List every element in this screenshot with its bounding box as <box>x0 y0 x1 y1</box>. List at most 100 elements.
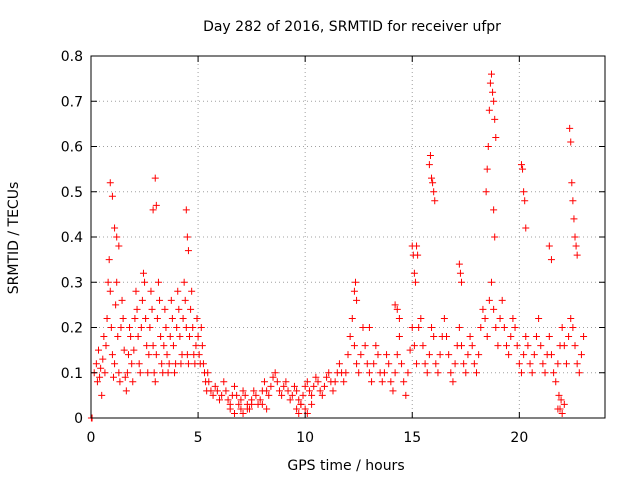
x-tick-label: 20 <box>510 430 528 446</box>
data-point <box>372 342 380 350</box>
data-point <box>98 391 106 399</box>
data-point <box>492 324 500 331</box>
data-point <box>487 70 495 78</box>
data-point <box>511 324 519 331</box>
data-point <box>308 400 316 408</box>
data-point <box>331 378 339 386</box>
data-point <box>411 278 419 286</box>
data-point <box>314 378 322 386</box>
data-point <box>431 197 439 205</box>
data-point <box>445 351 453 359</box>
data-point <box>162 324 170 331</box>
data-point <box>184 247 192 255</box>
data-point <box>112 301 120 309</box>
data-point <box>552 378 560 386</box>
data-point <box>494 342 502 350</box>
y-tick-label: 0.3 <box>61 275 83 291</box>
data-point <box>188 287 196 295</box>
data-point <box>275 387 283 395</box>
data-point <box>479 305 487 313</box>
data-point <box>138 296 146 304</box>
data-point <box>171 369 179 377</box>
data-point <box>301 382 309 390</box>
data-point <box>355 369 363 377</box>
data-point <box>286 396 294 404</box>
data-point <box>410 269 418 277</box>
data-point <box>301 405 309 413</box>
data-point <box>353 360 361 368</box>
data-point <box>284 387 292 395</box>
data-point <box>263 405 271 413</box>
data-point <box>288 391 296 399</box>
data-point <box>432 360 440 368</box>
data-point <box>233 391 241 399</box>
data-point <box>350 287 358 295</box>
data-point <box>147 287 155 295</box>
data-point <box>182 206 190 214</box>
data-point <box>164 369 172 377</box>
data-point <box>183 233 191 241</box>
data-point <box>107 324 115 331</box>
data-point <box>491 233 499 241</box>
data-point <box>157 333 165 341</box>
data-point <box>222 387 230 395</box>
data-point <box>176 333 184 341</box>
data-point <box>105 256 113 264</box>
data-point <box>573 251 581 259</box>
data-point <box>114 333 122 341</box>
data-point <box>428 174 436 182</box>
data-point <box>363 360 371 368</box>
data-point <box>455 324 463 331</box>
y-tick-label: 0.2 <box>61 321 83 337</box>
data-point <box>124 351 132 359</box>
data-point <box>541 369 549 377</box>
data-point <box>149 342 157 350</box>
data-point <box>507 333 515 341</box>
data-point <box>340 378 348 386</box>
data-point <box>184 360 192 368</box>
data-point <box>400 378 408 386</box>
data-point <box>256 396 264 404</box>
data-point <box>391 369 399 377</box>
data-point <box>522 224 530 232</box>
data-point <box>116 378 124 386</box>
data-point <box>496 314 504 322</box>
data-point <box>325 369 333 377</box>
data-point <box>571 342 579 350</box>
data-point <box>297 400 305 408</box>
data-point <box>569 324 577 331</box>
data-point <box>101 369 109 377</box>
data-point <box>370 360 378 368</box>
data-point <box>305 387 313 395</box>
data-point <box>374 351 382 359</box>
data-point <box>502 342 510 350</box>
data-point <box>485 106 493 114</box>
data-point <box>96 373 104 381</box>
data-point <box>161 305 169 313</box>
data-point <box>404 369 412 377</box>
data-point <box>115 369 123 377</box>
data-point <box>567 314 575 322</box>
data-point <box>186 333 194 341</box>
data-point <box>135 360 143 368</box>
data-point <box>521 197 529 205</box>
y-tick-label: 0.1 <box>61 366 83 382</box>
data-point <box>430 333 438 341</box>
data-point <box>558 409 566 417</box>
data-point <box>183 351 191 359</box>
data-point <box>177 360 185 368</box>
data-point <box>573 360 581 368</box>
data-point <box>389 387 397 395</box>
data-point <box>237 405 245 413</box>
data-point <box>361 342 369 350</box>
data-point <box>174 287 182 295</box>
data-point <box>492 133 500 141</box>
data-point <box>517 369 525 377</box>
data-point <box>539 360 547 368</box>
data-point <box>577 351 585 359</box>
data-point <box>129 378 137 386</box>
data-point <box>475 351 483 359</box>
data-point <box>569 197 577 205</box>
data-point <box>470 360 478 368</box>
data-point <box>195 351 203 359</box>
